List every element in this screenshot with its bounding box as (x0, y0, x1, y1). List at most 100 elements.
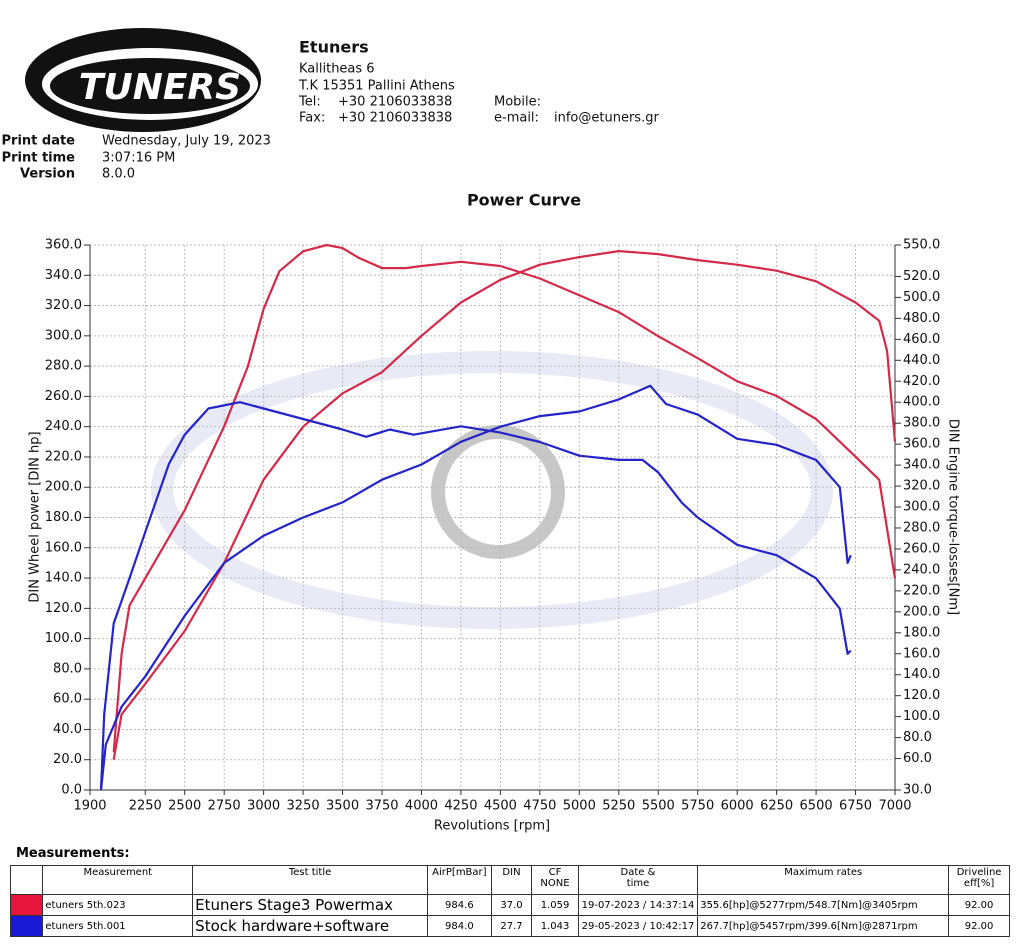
measurements-title: Measurements: (16, 846, 130, 861)
chart-title: Power Curve (467, 191, 581, 210)
x-tick-label: 3500 (326, 799, 359, 814)
email-label: e-mail: (494, 111, 539, 126)
y-tick-label: 340.0 (45, 268, 82, 283)
y2-axis-label: DIN Engine torque-losses[Nm] (946, 419, 961, 615)
x-tick-label: 5250 (602, 799, 635, 814)
y-tick-label: 220.0 (45, 449, 82, 464)
x-tick-label: 2250 (129, 799, 162, 814)
y-tick-label: 160.0 (45, 540, 82, 555)
print-time: 3:07:16 PM (102, 151, 175, 166)
y-tick-label: 100.0 (45, 631, 82, 646)
y2-tick-label: 400.0 (903, 395, 940, 410)
y2-tick-label: 460.0 (903, 332, 940, 347)
x-tick-label: 4500 (484, 799, 517, 814)
y2-tick-label: 320.0 (903, 479, 940, 494)
y2-tick-label: 120.0 (903, 688, 940, 703)
y-tick-label: 0.0 (61, 783, 82, 798)
y2-tick-label: 300.0 (903, 500, 940, 515)
tel-label: Tel: (298, 95, 321, 110)
report: TUNERS Etuners Kallitheas 6 T.K 15351 Pa… (2, 28, 961, 834)
cell: 355.6[hp]@5277rpm/548.7[Nm]@3405rpm (697, 894, 950, 916)
logo-band (50, 58, 250, 114)
y-tick-label: 20.0 (53, 752, 82, 767)
print-date-label: Print date (2, 134, 76, 149)
x-tick-label: 6000 (721, 799, 754, 814)
tel: +30 2106033838 (338, 95, 452, 110)
x-tick-label: 4750 (523, 799, 556, 814)
x-tick-label: 5750 (681, 799, 714, 814)
y-tick-label: 60.0 (53, 692, 82, 707)
logo-text: TUNERS (79, 67, 241, 108)
y2-tick-label: 100.0 (903, 709, 940, 724)
cell: etuners 5th.001 (42, 915, 194, 937)
table-body: etuners 5th.023 Etuners Stage3 Powermax 98… (9, 894, 1010, 937)
column-header: Test title (192, 865, 428, 895)
y-tick-label: 300.0 (45, 328, 82, 343)
y2-tick-label: 420.0 (903, 374, 940, 389)
y-tick-label: 240.0 (45, 419, 82, 434)
column-header: CF NONE (531, 865, 579, 895)
print-time-label: Print time (2, 151, 76, 166)
print-date: Wednesday, July 19, 2023 (102, 134, 271, 149)
x-axis-label: Revolutions [rpm] (434, 819, 550, 834)
y2-tick-label: 550.0 (903, 238, 940, 253)
y2-tick-label: 160.0 (903, 646, 940, 661)
column-header: Driveline eff[%] (948, 865, 1010, 895)
y2-tick-label: 380.0 (903, 416, 940, 431)
y2-tick-label: 260.0 (903, 541, 940, 556)
power-curve (99, 384, 852, 791)
column-header: DIN (490, 865, 533, 895)
cell: 37.0 (490, 894, 533, 916)
x-tick-label: 4000 (405, 799, 438, 814)
x-tick-label: 6500 (800, 799, 833, 814)
cell: 92.00 (948, 894, 1010, 916)
y-tick-label: 180.0 (45, 510, 82, 525)
x-tick-label: 5500 (642, 799, 675, 814)
x-tick-label: 6250 (760, 799, 793, 814)
column-header: Maximum rates (697, 865, 950, 895)
y-axis-label: DIN Wheel power [DIN hp] (28, 431, 43, 602)
y2-tick-label: 30.0 (903, 783, 932, 798)
watermark (151, 351, 833, 629)
address: T.K 15351 Pallini Athens (298, 79, 455, 94)
version-label: Version (20, 167, 75, 182)
company: Etuners (299, 38, 369, 57)
cell: Stock hardware+software (192, 915, 428, 937)
cell: Etuners Stage3 Powermax (192, 894, 428, 916)
fax-label: Fax: (299, 111, 325, 126)
cell: 19-07-2023 / 14:37:14 (577, 894, 699, 916)
version: 8.0.0 (102, 167, 135, 182)
x-tick-label: 4250 (444, 799, 477, 814)
mobile-label: Mobile: (494, 95, 541, 110)
cell: 1.059 (531, 894, 579, 916)
y2-tick-label: 80.0 (903, 730, 932, 745)
y2-tick-label: 340.0 (903, 458, 940, 473)
address: Kallitheas 6 (299, 62, 375, 77)
cell: 29-05-2023 / 10:42:17 (577, 915, 699, 937)
y2-tick-label: 280.0 (903, 520, 940, 535)
x-tick-label: 2750 (208, 799, 241, 814)
y2-tick-label: 220.0 (903, 583, 940, 598)
cell: 984.6 (426, 894, 492, 916)
power-curve (112, 243, 897, 753)
y2-tick-label: 440.0 (903, 353, 940, 368)
x-tick-label: 3250 (287, 799, 320, 814)
y-tick-label: 40.0 (53, 722, 82, 737)
x-tick-label: 2500 (168, 799, 201, 814)
cell: 984.0 (426, 915, 492, 937)
x-tick-label: 1900 (73, 799, 106, 814)
y-tick-label: 280.0 (45, 359, 82, 374)
y2-tick-label: 240.0 (903, 562, 940, 577)
y2-tick-label: 480.0 (903, 311, 940, 326)
power-curve (112, 250, 897, 760)
y-tick-label: 320.0 (45, 298, 82, 313)
cell: 92.00 (948, 915, 1010, 937)
cell: 1.043 (531, 915, 579, 937)
color-swatch (9, 894, 44, 916)
y-tick-label: 140.0 (45, 571, 82, 586)
fax: +30 2106033838 (338, 111, 452, 126)
cell: 27.7 (490, 915, 533, 937)
header-row: Measurement Test title AirP[mBar] DIN CF NON… (9, 865, 1010, 895)
y2-tick-label: 360.0 (903, 437, 940, 452)
